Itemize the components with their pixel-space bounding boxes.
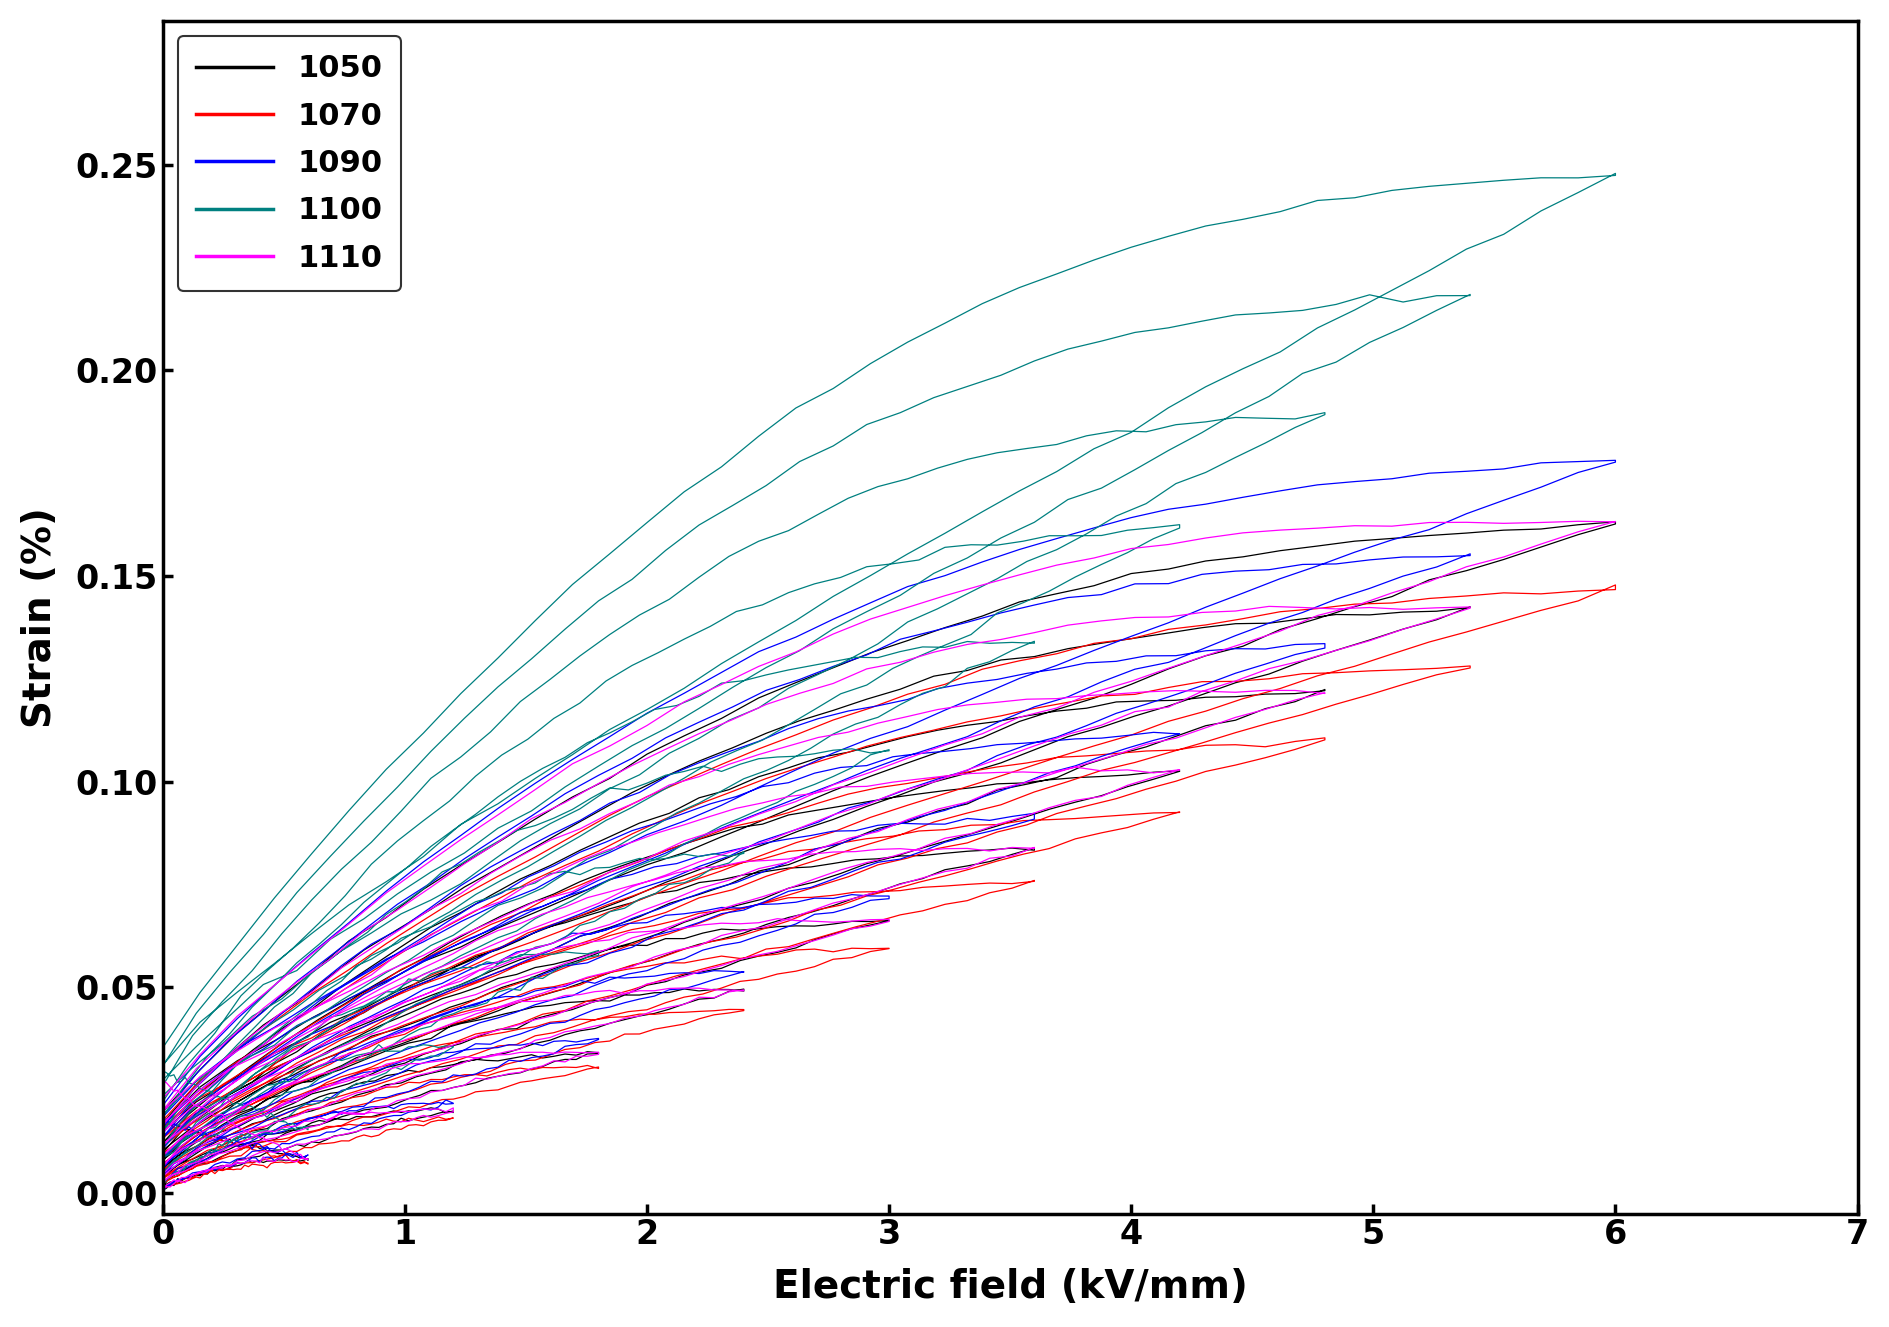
1090 <box>263 1153 285 1169</box>
1090 <box>1156 576 1179 592</box>
1110 <box>1156 609 1179 625</box>
1070 <box>933 868 956 884</box>
1090 <box>151 1113 174 1129</box>
X-axis label: Electric field (kV/mm): Electric field (kV/mm) <box>773 1269 1247 1306</box>
Legend: 1050, 1070, 1090, 1100, 1110: 1050, 1070, 1090, 1100, 1110 <box>178 36 400 291</box>
1070 <box>465 974 487 990</box>
1110 <box>151 1182 174 1198</box>
1050 <box>263 1153 285 1169</box>
1100 <box>1105 423 1128 439</box>
Line: 1110: 1110 <box>162 522 1615 1190</box>
1100 <box>308 982 331 998</box>
1070 <box>1604 577 1626 593</box>
1110 <box>1566 514 1589 529</box>
1070 <box>263 1154 285 1170</box>
1100 <box>1156 320 1179 336</box>
1050 <box>151 1104 174 1120</box>
Y-axis label: Strain (%): Strain (%) <box>21 507 59 727</box>
1100 <box>465 807 487 823</box>
1050 <box>1604 514 1626 529</box>
1050 <box>308 1052 331 1068</box>
1090 <box>1604 453 1626 468</box>
1100 <box>933 637 956 653</box>
1100 <box>151 1040 174 1056</box>
1050 <box>1156 625 1179 641</box>
1050 <box>1105 694 1128 710</box>
1070 <box>151 1112 174 1128</box>
1050 <box>465 949 487 965</box>
1100 <box>151 1063 174 1079</box>
1050 <box>151 1109 174 1125</box>
1110 <box>1105 686 1128 702</box>
1050 <box>933 833 956 849</box>
1090 <box>151 1097 174 1113</box>
1100 <box>1604 166 1626 182</box>
1090 <box>465 929 487 945</box>
Line: 1100: 1100 <box>162 174 1615 1185</box>
Line: 1090: 1090 <box>162 460 1615 1193</box>
1090 <box>308 1040 331 1056</box>
1070 <box>1156 679 1179 695</box>
1110 <box>308 1048 331 1064</box>
1110 <box>151 1091 174 1107</box>
1110 <box>933 831 956 847</box>
Line: 1050: 1050 <box>162 522 1615 1190</box>
1110 <box>465 933 487 949</box>
1100 <box>263 1121 285 1137</box>
1100 <box>151 1177 174 1193</box>
1050 <box>151 1182 174 1198</box>
1070 <box>151 1109 174 1125</box>
Line: 1070: 1070 <box>162 585 1615 1189</box>
1070 <box>308 1067 331 1083</box>
1090 <box>1105 653 1128 669</box>
1110 <box>151 1072 174 1088</box>
1070 <box>1105 746 1128 762</box>
1090 <box>933 803 956 819</box>
1070 <box>151 1181 174 1197</box>
1090 <box>151 1185 174 1201</box>
1110 <box>263 1153 285 1169</box>
